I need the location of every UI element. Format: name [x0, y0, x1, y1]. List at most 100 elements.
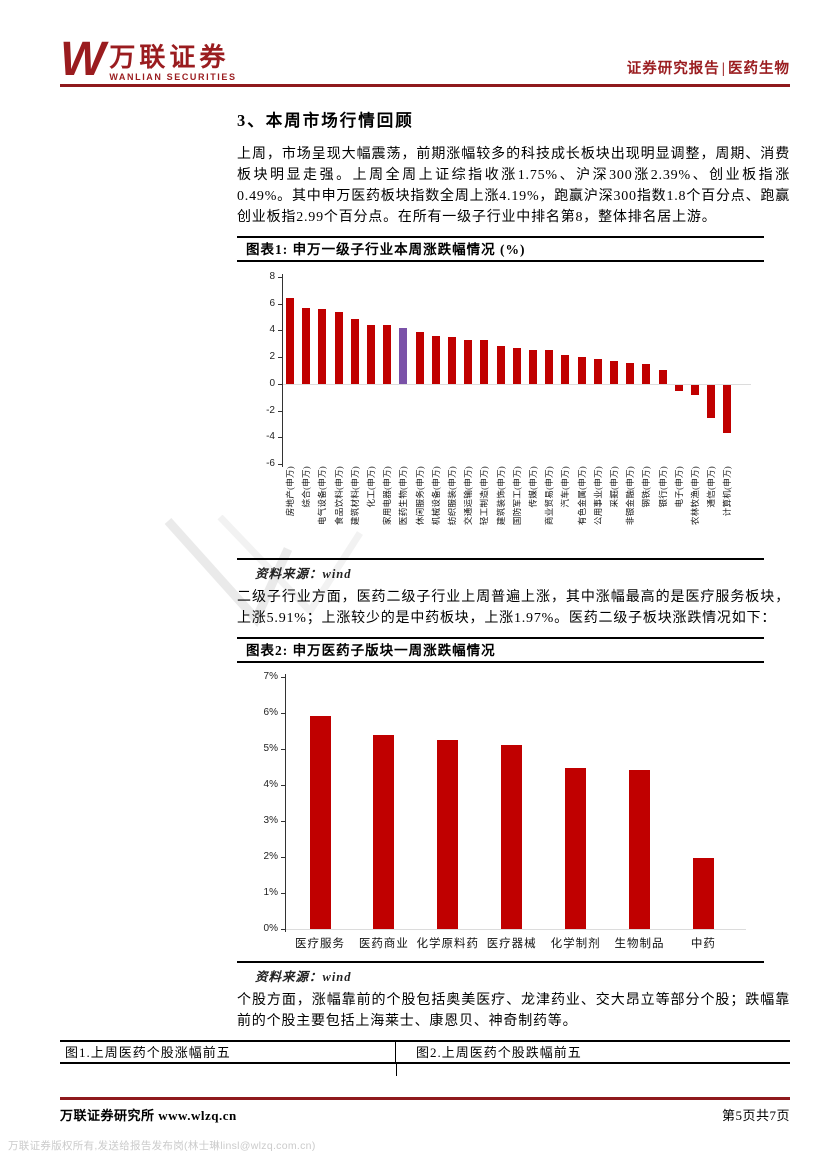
header-divider: |: [721, 61, 726, 77]
bar: [309, 716, 331, 929]
y-tick: [281, 713, 285, 714]
footer-page-number: 第5页共7页: [721, 1108, 790, 1123]
y-tick: [278, 330, 282, 332]
y-tick-label: 5%: [263, 743, 278, 754]
x-category-label: 非银金融(申万): [625, 466, 636, 526]
bar: [334, 312, 343, 384]
bar: [593, 359, 602, 384]
x-category-label: 医疗服务: [295, 938, 345, 950]
x-category-label: 农林牧渔(申万): [690, 466, 700, 526]
bar: [610, 361, 618, 384]
y-tick-label: 2%: [263, 851, 278, 862]
table-divider-stub: [396, 1064, 397, 1076]
bar: [707, 384, 716, 418]
bar: [448, 337, 456, 384]
bar: [431, 335, 440, 384]
y-tick-label: 0: [269, 377, 275, 389]
y-tick: [278, 277, 282, 278]
report-type-label: 证券研究报告 | 医药生物: [627, 57, 790, 82]
y-tick-label: 6%: [263, 707, 278, 718]
bar: [501, 745, 523, 929]
bar: [629, 769, 650, 929]
y-tick: [281, 893, 285, 894]
figure1-source: 资料来源：wind: [255, 567, 352, 581]
report-type: 证券研究报告: [626, 61, 720, 77]
y-tick-label: -4: [266, 431, 275, 443]
bar: [373, 735, 395, 929]
bar: [642, 363, 651, 384]
x-category-label: 计算机(申万): [722, 466, 733, 517]
header-rule: [60, 84, 790, 87]
bar: [723, 384, 732, 433]
x-category-label: 化学制剂: [550, 938, 601, 950]
y-tick-label: -6: [266, 457, 275, 469]
y-tick: [278, 357, 282, 359]
bar: [383, 325, 392, 384]
y-tick-label: 1%: [263, 887, 278, 898]
y-tick-label: 2: [269, 351, 275, 363]
y-tick: [281, 785, 285, 786]
figure1-title: 图表1: 申万一级子行业本周涨跌幅情况 (%): [237, 236, 764, 262]
y-tick: [281, 857, 285, 858]
table1-title: 图1.上周医药个股涨幅前五: [60, 1042, 396, 1062]
bar: [318, 309, 327, 384]
y-tick: [281, 749, 285, 750]
y-axis-line: [282, 274, 283, 467]
x-category-label: 国防军工(申万): [511, 466, 522, 526]
x-category-label: 医疗器械: [486, 938, 537, 950]
x-category-label: 机械设备(申万): [430, 466, 441, 526]
x-category-label: 轻工制造(申万): [479, 466, 490, 526]
paragraph-market-review: 上周，市场呈现大幅震荡，前期涨幅较多的科技成长板块出现明显调整，周期、消费板块明…: [237, 147, 790, 225]
x-category-label: 公用事业(申万): [592, 466, 603, 526]
y-tick-label: 3%: [263, 815, 278, 826]
bar: [692, 858, 714, 929]
y-tick: [278, 463, 282, 465]
x-category-label: 食品饮料(申万): [333, 466, 344, 526]
wanlian-w-icon: W: [60, 33, 105, 86]
bar: [350, 319, 359, 384]
x-category-label: 采掘(申万): [609, 466, 619, 508]
figure2-title: 图表2: 申万医药子版块一周涨跌幅情况: [237, 637, 764, 663]
bar: [415, 332, 424, 384]
y-tick-label: 4%: [263, 779, 278, 790]
bar: [480, 339, 489, 384]
bar: [302, 307, 311, 384]
pharma-subsector-chart: 7% 6% 5% 4% 3% 2% 1% 0% 医疗服务 医药商业 化学原料药 医疗器械 化学制剂 生物制…: [237, 663, 764, 961]
report-sector: 医药生物: [728, 61, 790, 77]
section-title: 3、本周市场行情回顾: [237, 111, 414, 130]
x-category-label: 综合(申万): [301, 466, 312, 508]
y-tick: [278, 437, 282, 439]
footer-org: 万联证券研究所 www.wlzq.cn: [60, 1108, 237, 1123]
x-category-label: 休闲服务(申万): [414, 466, 425, 526]
x-category-label: 家用电器(申万): [382, 466, 393, 526]
figure2-source: 资料来源：wind: [255, 970, 352, 984]
y-tick-label: 7%: [263, 671, 278, 682]
y-tick-label: -2: [266, 404, 275, 416]
bar: [496, 346, 505, 384]
bar: [658, 370, 667, 384]
logo-text: 万联证券 WANLIAN SECURITIES: [109, 43, 236, 83]
bar: [529, 349, 537, 384]
content-area: 3、本周市场行情回顾 上周，市场呈现大幅震荡，前期涨幅较多的科技成长板块出现明显…: [60, 107, 790, 1076]
y-axis-line: [285, 674, 286, 932]
y-tick-label: 4: [269, 324, 275, 336]
bar: [561, 355, 570, 384]
y-tick-label: 8: [269, 271, 275, 282]
x-category-label: 建筑装饰(申万): [495, 466, 506, 526]
x-category-label: 医药生物(申万): [398, 466, 409, 526]
x-category-label: 建筑材料(申万): [349, 466, 360, 526]
x-category-label: 钢铁(申万): [641, 466, 652, 508]
x-category-label: 银行(申万): [657, 466, 668, 508]
bar: [437, 740, 459, 929]
x-category-label: 中药: [690, 938, 716, 950]
logo-company-name: 万联证券: [109, 43, 230, 72]
bar: [626, 363, 635, 384]
copyright-watermark: 万联证券版权所有,发送给报告发布岗(林士琳linsl@wlzq.com.cn): [8, 1140, 316, 1152]
bar: [691, 384, 699, 395]
bar: [399, 327, 408, 384]
figure1-box: 图表1: 申万一级子行业本周涨跌幅情况 (%) 8 6 4 2 0 -2 -4 -6 房地产(申…: [237, 236, 764, 560]
x-category-label: 交通运输(申万): [463, 466, 474, 526]
x-category-label: 电气设备(申万): [317, 466, 328, 526]
bar: [512, 347, 521, 384]
